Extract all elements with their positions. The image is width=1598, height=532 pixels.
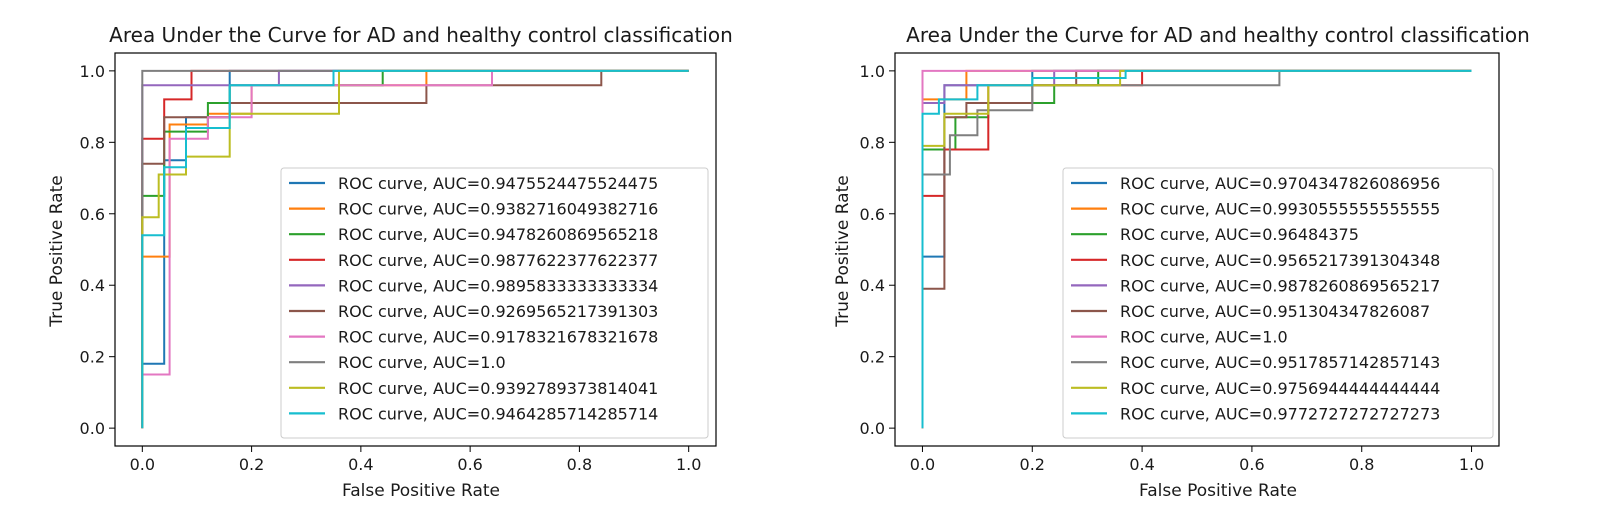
plot-area [921, 69, 1472, 429]
legend-entry-label: ROC curve, AUC=0.9565217391304348 [1120, 251, 1440, 270]
x-tick-label: 0.2 [1020, 455, 1045, 474]
x-tick-label: 0.6 [1239, 455, 1264, 474]
axes-frame [894, 52, 1500, 447]
legend-entry-label: ROC curve, AUC=1.0 [1120, 328, 1288, 347]
x-tick-label: 0.0 [910, 455, 935, 474]
legend-entry-label: ROC curve, AUC=0.9895833333333334 [338, 276, 658, 295]
roc-series-line-10 [921, 69, 1472, 429]
x-tick-label: 0.8 [1349, 455, 1374, 474]
legend-entry-label: ROC curve, AUC=1.0 [338, 353, 506, 372]
y-tick-label: 0.6 [860, 205, 885, 224]
y-tick-label: 0.6 [80, 205, 105, 224]
y-tick-label: 1.0 [860, 62, 885, 81]
y-tick-label: 0.2 [860, 348, 885, 367]
legend-entry-label: ROC curve, AUC=0.951304347826087 [1120, 302, 1430, 321]
y-tick-label: 0.8 [860, 133, 885, 152]
roc-chart-right: Area Under the Curve for AD and healthy … [833, 23, 1530, 501]
legend-entry-label: ROC curve, AUC=0.9772727272727273 [1120, 404, 1440, 423]
legend-entry-label: ROC curve, AUC=0.9930555555555555 [1120, 200, 1440, 219]
legend: ROC curve, AUC=0.9475524475524475 ROC cur… [280, 167, 709, 439]
legend-box [1062, 167, 1494, 439]
x-tick-label: 1.0 [676, 455, 701, 474]
legend-entry-label: ROC curve, AUC=0.9877622377622377 [338, 251, 658, 270]
roc-series-line-3 [141, 69, 689, 429]
roc-series-line-4 [921, 69, 1472, 429]
y-tick-label: 0.0 [860, 419, 885, 438]
y-tick-label: 1.0 [80, 62, 105, 81]
legend-entry-label: ROC curve, AUC=0.96484375 [1120, 225, 1359, 244]
y-tick-label: 0.0 [80, 419, 105, 438]
x-tick-label: 0.4 [348, 455, 373, 474]
roc-series-line-7 [141, 69, 689, 429]
chart-title: Area Under the Curve for AD and healthy … [906, 23, 1530, 47]
axis-ticks: 0.0 0.2 0.4 0.6 0.8 1.0 0.0 0.2 0.4 0.6 0.8 1.0 [80, 62, 702, 474]
legend-entry-label: ROC curve, AUC=0.9269565217391303 [338, 302, 658, 321]
roc-series-line-6 [921, 69, 1472, 429]
legend-entry-label: ROC curve, AUC=0.9382716049382716 [338, 200, 658, 219]
legend-entry-label: ROC curve, AUC=0.9517857142857143 [1120, 353, 1440, 372]
y-axis-label: True Positive Rate [47, 175, 67, 327]
x-tick-label: 0.0 [130, 455, 155, 474]
x-tick-label: 1.0 [1459, 455, 1484, 474]
y-tick-label: 0.8 [80, 133, 105, 152]
legend-entry-label: ROC curve, AUC=0.9475524475524475 [338, 174, 658, 193]
x-tick-label: 0.6 [457, 455, 482, 474]
plot-area [141, 69, 689, 429]
axes-frame [114, 52, 717, 447]
axis-ticks: 0.0 0.2 0.4 0.6 0.8 1.0 0.0 0.2 0.4 0.6 0.8 1.0 [860, 62, 1485, 474]
x-tick-label: 0.4 [1129, 455, 1154, 474]
roc-series-line-9 [921, 69, 1472, 429]
x-axis-label: False Positive Rate [342, 481, 500, 501]
roc-chart-left: Area Under the Curve for AD and healthy … [47, 23, 733, 501]
roc-series-line-10 [141, 69, 689, 429]
chart-title: Area Under the Curve for AD and healthy … [109, 23, 733, 47]
y-tick-label: 0.4 [80, 276, 105, 295]
x-tick-label: 0.8 [567, 455, 592, 474]
legend-entry-label: ROC curve, AUC=0.9704347826086956 [1120, 174, 1440, 193]
legend-box [280, 167, 709, 439]
legend-entry-label: ROC curve, AUC=0.9478260869565218 [338, 225, 658, 244]
roc-series-line-8 [921, 69, 1472, 429]
y-tick-label: 0.2 [80, 348, 105, 367]
legend-entry-label: ROC curve, AUC=0.9756944444444444 [1120, 379, 1440, 398]
legend-entry-label: ROC curve, AUC=0.9464285714285714 [338, 404, 658, 423]
x-axis-label: False Positive Rate [1139, 481, 1297, 501]
legend-entry-label: ROC curve, AUC=0.9178321678321678 [338, 328, 658, 347]
y-tick-label: 0.4 [860, 276, 885, 295]
legend: ROC curve, AUC=0.9704347826086956 ROC cur… [1062, 167, 1494, 439]
legend-entry-label: ROC curve, AUC=0.9878260869565217 [1120, 276, 1440, 295]
legend-entry-label: ROC curve, AUC=0.9392789373814041 [338, 379, 658, 398]
x-tick-label: 0.2 [239, 455, 264, 474]
y-axis-label: True Positive Rate [833, 175, 853, 327]
